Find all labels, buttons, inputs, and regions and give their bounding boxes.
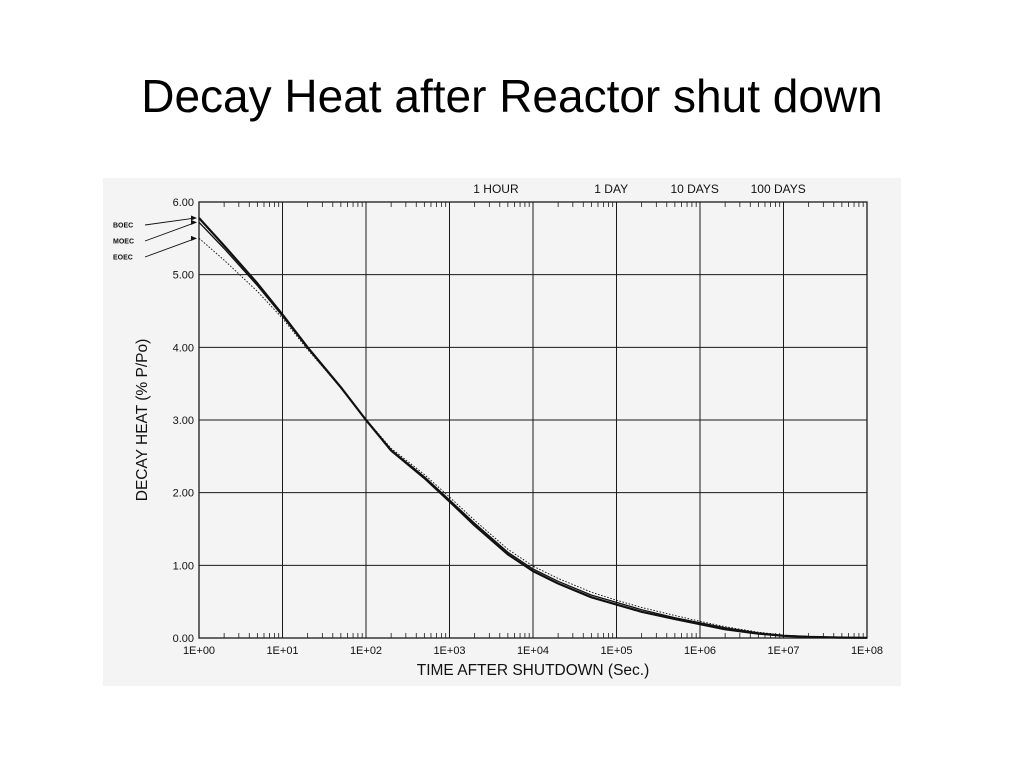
x-tick-label-1: 1E+01 <box>266 645 298 657</box>
y-tick-label-6: 6.00 <box>173 197 194 209</box>
minor-ticks <box>223 202 864 638</box>
series-label-eoec: EOEC <box>113 255 133 262</box>
x-axis-title: TIME AFTER SHUTDOWN (Sec.) <box>417 662 650 679</box>
x-tick-labels: 1E+00 1E+01 1E+02 1E+03 1E+04 1E+05 1E+06 1E+07… <box>183 645 883 657</box>
y-tick-label-3: 3.00 <box>173 415 194 427</box>
series-pointer-moec <box>144 221 197 242</box>
chart-figure: 0.00 1.00 2.00 3.00 4.00 5.00 6.00 1E+00 1E+01 1… <box>103 178 901 686</box>
x-tick-label-0: 1E+00 <box>183 645 215 657</box>
series-pointer-head-moec <box>191 219 197 225</box>
x-tick-label-2: 1E+02 <box>350 645 382 657</box>
x-tick-label-6: 1E+06 <box>684 645 716 657</box>
time-marker-label-0: 1 HOUR <box>473 182 519 196</box>
time-marker-label-2: 10 DAYS <box>670 182 718 196</box>
y-tick-label-4: 4.00 <box>173 342 194 354</box>
series-pointer-head-eoec <box>191 235 197 241</box>
time-marker-label-3: 100 DAYS <box>751 182 806 196</box>
x-tick-label-8: 1E+08 <box>851 645 883 657</box>
series-pointer-eoec <box>144 237 197 258</box>
time-marker-label-1: 1 DAY <box>594 182 628 196</box>
slide-title: Decay Heat after Reactor shut down <box>141 70 883 122</box>
time-markers: 1 HOUR 1 DAY 10 DAYS 100 DAYS <box>473 182 805 196</box>
series-labels: BOEC MOEC EOEC <box>113 215 197 262</box>
series-lines <box>198 217 868 639</box>
series-pointer-head-boec <box>191 215 197 221</box>
y-tick-label-2: 2.00 <box>173 488 194 500</box>
y-axis-title: DECAY HEAT (% P/Po) <box>134 339 151 502</box>
grid <box>198 201 868 639</box>
y-tick-labels: 0.00 1.00 2.00 3.00 4.00 5.00 6.00 <box>173 197 194 645</box>
x-tick-label-5: 1E+05 <box>600 645 632 657</box>
series-line-moec <box>198 221 868 639</box>
x-tick-label-7: 1E+07 <box>767 645 799 657</box>
x-tick-label-3: 1E+03 <box>433 645 465 657</box>
y-tick-label-0: 0.00 <box>173 633 194 645</box>
series-pointer-boec <box>144 217 197 226</box>
decay-heat-chart: 0.001.002.003.004.005.006.00 1E+00 1E+01 1… <box>113 182 883 679</box>
y-tick-label-5: 5.00 <box>173 270 194 282</box>
y-tick-label-1: 1.00 <box>173 560 194 572</box>
x-tick-label-4: 1E+04 <box>517 645 549 657</box>
series-label-moec: MOEC <box>113 239 134 246</box>
series-label-boec: BOEC <box>113 223 133 230</box>
